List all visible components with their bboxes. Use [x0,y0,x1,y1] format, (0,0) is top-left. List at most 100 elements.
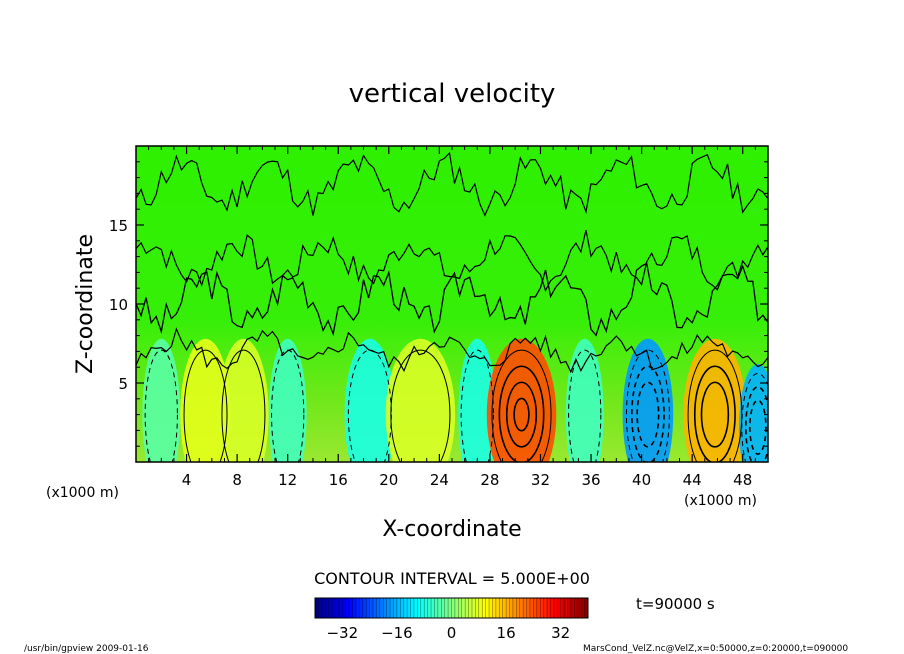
zero-contour [136,151,768,217]
chart-title: vertical velocity [349,79,556,109]
colorbar-swatch [526,598,531,618]
colorbar-swatch [482,598,486,618]
contour-ring [741,373,768,462]
contour-ring [625,349,670,462]
x-tick-label: 32 [531,471,550,489]
contour-ring [390,349,451,462]
x-tick-label: 24 [430,471,449,489]
colorbar-tick-label: 16 [497,624,516,642]
y-tick-label: 15 [109,217,128,235]
colorbar-swatch [434,598,439,618]
colorbar-swatch [321,598,326,618]
colorbar-swatch [417,598,422,618]
colorbar-swatch [386,598,391,618]
zero-contour [136,327,768,374]
colorbar-swatch [379,598,384,618]
colorbar-swatch [393,598,398,618]
colorbar-swatch [570,598,575,618]
y-axis-label: Z-coordinate [73,234,98,374]
colorbar-swatch [383,598,387,618]
colorbar-swatch [577,598,582,618]
colorbar-swatch [547,598,551,618]
contour-ring [221,349,266,462]
colorbar-swatch [458,598,463,618]
contour-ring [700,381,730,448]
colorbar-swatch [451,598,456,618]
colorbar-swatch [355,598,360,618]
colorbar-swatch [495,598,500,618]
y-axis-ticks: 5 10 15 [109,161,768,447]
colorbar-swatch [332,598,336,618]
colorbar [314,598,589,618]
x-axis-ticks: 4 8 12 16 20 24 28 32 36 40 44 48 [148,146,756,489]
contour-ring [271,349,305,462]
plot-area [136,146,768,462]
colorbar-swatch [403,598,408,618]
colorbar-swatch [373,598,377,618]
colorbar-swatch [550,598,555,618]
colorbar-ticks: −32 −16 0 16 32 [326,624,570,642]
x-tick-label: 28 [480,471,499,489]
colorbar-swatch [437,598,442,618]
colorbar-swatch [540,598,544,618]
cell-fill [565,338,604,462]
contour-ring [144,349,178,462]
contour-ring [183,349,228,462]
colorbar-swatch [461,598,466,618]
cell-fill [268,338,307,462]
contour-ring [513,397,530,432]
colorbar-swatch [328,598,333,618]
x-tick-label: 8 [232,471,242,489]
colorbar-swatch [499,598,503,618]
y-tick-label: 5 [118,375,128,393]
colorbar-swatch [485,598,490,618]
colorbar-swatch [410,598,415,618]
colorbar-swatch [475,598,480,618]
colorbar-swatch [325,598,329,618]
colorbar-swatch [519,598,524,618]
colorbar-swatch [523,598,527,618]
x-unit-label-left: (x1000 m) [46,485,119,501]
colorbar-swatch [342,598,347,618]
colorbar-swatch [536,598,541,618]
colorbar-swatch [468,598,473,618]
contour-interval-text: CONTOUR INTERVAL = 5.000E+00 [314,569,590,588]
colorbar-swatch [376,598,381,618]
contour-ring [631,365,665,462]
colorbar-swatch [338,598,343,618]
y-tick-label: 10 [109,296,128,314]
colorbar-swatch [512,598,517,618]
colorbar-swatch [407,598,411,618]
contour-ring [693,365,736,462]
colorbar-swatch [574,598,579,618]
colorbar-swatch [359,598,364,618]
x-tick-label: 20 [379,471,398,489]
cell-fill [218,338,269,462]
colorbar-swatch [502,598,507,618]
footer-left: /usr/bin/gpview 2009-01-16 [24,644,149,654]
contour-ring [749,399,767,455]
colorbar-swatch [564,598,568,618]
x-tick-label: 4 [182,471,192,489]
colorbar-swatch [424,598,428,618]
colorbar-swatch [396,598,401,618]
colorbar-swatch [506,598,510,618]
colorbar-swatch [413,598,418,618]
x-tick-label: 44 [683,471,702,489]
colorbar-swatch [335,598,340,618]
x-tick-label: 36 [581,471,600,489]
colorbar-swatch [516,598,521,618]
colorbar-tick-label: −16 [381,624,413,642]
colorbar-swatch [465,598,469,618]
x-tick-label: 40 [632,471,651,489]
colorbar-swatch [362,598,367,618]
contour-ring [460,349,494,462]
colorbar-swatch [478,598,483,618]
x-unit-label-right: (x1000 m) [684,493,757,509]
colorbar-swatch [471,598,476,618]
colorbar-swatch [581,598,585,618]
colorbar-swatch [427,598,432,618]
cell-fill [344,338,396,462]
cell-fill [486,338,557,462]
